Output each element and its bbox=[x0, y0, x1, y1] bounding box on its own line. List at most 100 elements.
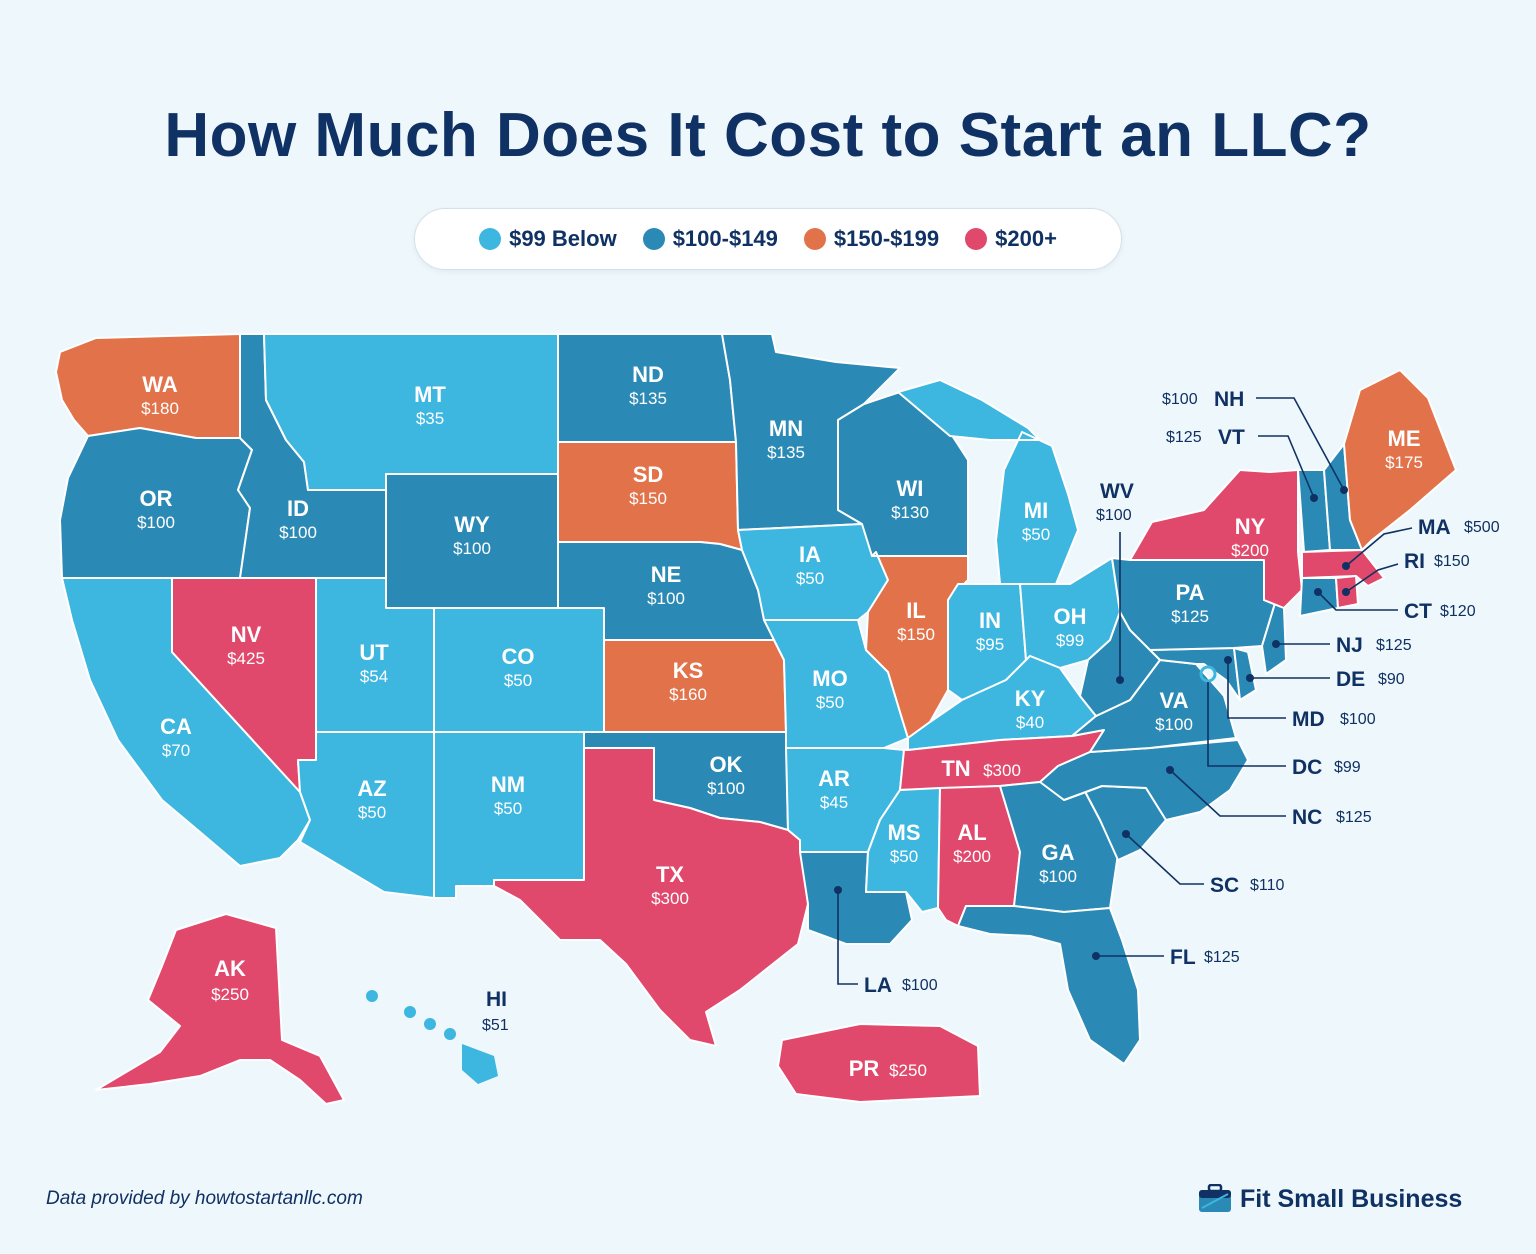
label-wa: WA $180 bbox=[141, 372, 179, 418]
legend: $99 Below $100-$149 $150-$199 $200+ bbox=[414, 208, 1122, 270]
legend-label: $150-$199 bbox=[833, 226, 940, 251]
state-abbr: DC bbox=[1292, 756, 1322, 779]
state-abbr: AK bbox=[214, 956, 246, 981]
dc-marker bbox=[1199, 665, 1217, 683]
leader-line bbox=[1345, 563, 1399, 593]
leader-line bbox=[1258, 435, 1315, 499]
leader-line bbox=[837, 890, 858, 985]
state-cost: $150 bbox=[629, 489, 667, 508]
leader-dot bbox=[1272, 640, 1280, 648]
leader-dot bbox=[1166, 766, 1174, 774]
state-cost: $100 bbox=[647, 589, 685, 608]
state-cost: $150 bbox=[1434, 553, 1470, 570]
state-abbr: MN bbox=[769, 416, 803, 441]
state-cost: $35 bbox=[416, 409, 444, 428]
label-ri: RI $150 bbox=[1342, 550, 1470, 596]
state-cost: $300 bbox=[983, 761, 1021, 780]
state-abbr: MS bbox=[888, 820, 921, 845]
label-nj: NJ $125 bbox=[1272, 634, 1412, 657]
label-pa: PA $125 bbox=[1171, 580, 1209, 626]
state-abbr: OK bbox=[710, 752, 743, 777]
brand-logo[interactable]: Fit Small Business bbox=[1198, 1184, 1462, 1214]
state-cost: $90 bbox=[1378, 671, 1405, 688]
state-abbr: RI bbox=[1404, 550, 1425, 573]
label-al: AL $200 bbox=[953, 820, 991, 866]
legend-swatch bbox=[479, 228, 502, 250]
state-cost: $45 bbox=[820, 793, 848, 812]
state-abbr: FL bbox=[1170, 946, 1196, 969]
state-cost: $50 bbox=[1022, 525, 1050, 544]
leader-dot bbox=[1340, 486, 1348, 494]
page-title: How Much Does It Cost to Start an LLC? bbox=[164, 101, 1372, 170]
legend-label: $99 Below bbox=[509, 226, 617, 251]
legend-item-under-99: $99 Below bbox=[479, 226, 617, 252]
state-nd bbox=[557, 333, 737, 443]
label-ga: GA $100 bbox=[1039, 840, 1077, 886]
label-or: OR $100 bbox=[137, 486, 175, 532]
brand-name: Fit Small Business bbox=[1240, 1184, 1463, 1213]
state-abbr: NH bbox=[1214, 388, 1244, 411]
state-abbr: KY bbox=[1015, 686, 1046, 711]
state-abbr: AL bbox=[957, 820, 986, 845]
label-la: LA $100 bbox=[834, 886, 938, 997]
label-ar: AR $45 bbox=[818, 766, 850, 812]
state-abbr: VA bbox=[1160, 688, 1189, 713]
state-cost: $50 bbox=[796, 569, 824, 588]
state-de bbox=[1233, 647, 1257, 701]
state-cost: $160 bbox=[669, 685, 707, 704]
label-ks: KS $160 bbox=[669, 658, 707, 704]
state-cost: $40 bbox=[1016, 713, 1044, 732]
state-abbr: OR bbox=[140, 486, 173, 511]
leader-dot bbox=[834, 886, 842, 894]
leader-dot bbox=[1224, 656, 1232, 664]
label-mi: MI $50 bbox=[1022, 498, 1050, 544]
state-cost: $100 bbox=[1096, 507, 1132, 524]
state-cost: $100 bbox=[1155, 715, 1193, 734]
label-tx: TX $300 bbox=[651, 862, 689, 908]
state-cost: $125 bbox=[1166, 429, 1202, 446]
leader-line bbox=[1207, 682, 1286, 767]
state-abbr: PA bbox=[1176, 580, 1205, 605]
state-cost: $100 bbox=[279, 523, 317, 542]
state-cost: $125 bbox=[1336, 809, 1372, 826]
leader-dot bbox=[1310, 494, 1318, 502]
legend-swatch bbox=[965, 228, 988, 250]
state-ak bbox=[95, 913, 345, 1105]
state-abbr: GA bbox=[1042, 840, 1075, 865]
label-va: VA $100 bbox=[1155, 688, 1193, 734]
state-abbr: DE bbox=[1336, 668, 1365, 691]
state-abbr: MD bbox=[1292, 708, 1325, 731]
legend-swatch bbox=[803, 228, 826, 250]
state-me bbox=[1343, 369, 1457, 551]
state-cost: $95 bbox=[976, 635, 1004, 654]
briefcase-icon bbox=[1199, 1184, 1231, 1212]
legend-label: $100-$149 bbox=[672, 226, 778, 251]
leader-dot bbox=[1342, 588, 1350, 596]
label-co: CO $50 bbox=[502, 644, 535, 690]
state-mt bbox=[263, 333, 559, 491]
state-cost: $100 bbox=[902, 977, 938, 994]
label-fl: FL $125 bbox=[1092, 946, 1240, 969]
leader-dot bbox=[1314, 588, 1322, 596]
legend-item-200-plus: $200+ bbox=[965, 226, 1057, 252]
state-abbr: IA bbox=[799, 542, 821, 567]
label-nh: $100 NH bbox=[1162, 388, 1348, 494]
label-az: AZ $50 bbox=[357, 776, 386, 822]
label-nv: NV $425 bbox=[227, 622, 265, 668]
label-tn: TN $300 bbox=[941, 756, 1021, 781]
state-abbr: MI bbox=[1024, 498, 1048, 523]
label-ma: MA $500 bbox=[1342, 516, 1500, 570]
label-oh: OH $99 bbox=[1054, 604, 1087, 650]
state-abbr: CA bbox=[160, 714, 192, 739]
state-cost: $50 bbox=[816, 693, 844, 712]
label-wi: WI $130 bbox=[891, 476, 929, 522]
state-cost: $500 bbox=[1464, 519, 1500, 536]
state-abbr: IL bbox=[906, 598, 926, 623]
state-hi bbox=[366, 990, 498, 1084]
state-cost: $50 bbox=[494, 799, 522, 818]
label-sc: SC $110 bbox=[1122, 830, 1285, 897]
state-cost: $70 bbox=[162, 741, 190, 760]
state-abbr: AZ bbox=[357, 776, 386, 801]
state-cost: $100 bbox=[137, 513, 175, 532]
state-abbr: ME bbox=[1388, 426, 1421, 451]
